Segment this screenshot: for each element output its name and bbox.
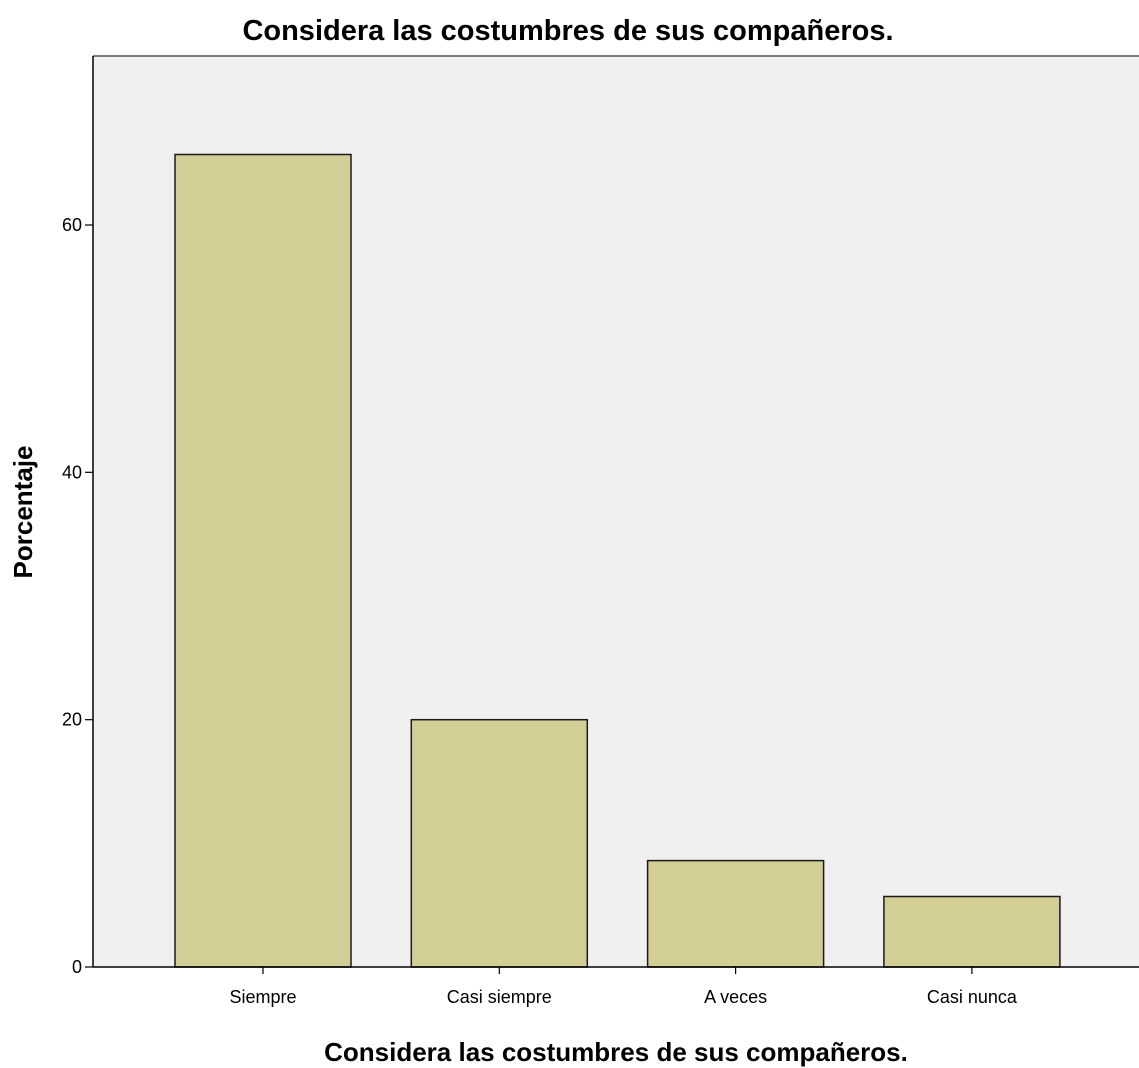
- y-tick-label: 40: [62, 462, 82, 482]
- y-axis-label: Porcentaje: [8, 446, 38, 579]
- x-ticks-group: Siempre Casi siempre A veces Casi nunca: [229, 967, 1018, 1007]
- x-tick-label: Casi nunca: [927, 987, 1018, 1007]
- y-tick-label: 60: [62, 215, 82, 235]
- x-tick-label: A veces: [704, 987, 767, 1007]
- bar-casi-siempre: [410, 718, 589, 968]
- y-tick-label: 0: [72, 957, 82, 977]
- y-ticks-group: 0 20 40 60: [62, 215, 93, 977]
- x-tick-label: Siempre: [229, 987, 296, 1007]
- bar-casi-nunca: [883, 895, 1061, 968]
- x-tick-label: Casi siempre: [447, 987, 552, 1007]
- x-axis-label: Considera las costumbres de sus compañer…: [324, 1037, 908, 1067]
- bar-siempre: [174, 153, 352, 968]
- chart-title: Considera las costumbres de sus compañer…: [242, 15, 893, 47]
- bar-a-veces: [646, 859, 825, 968]
- y-tick-label: 20: [62, 710, 82, 730]
- bars-group: [174, 153, 1061, 968]
